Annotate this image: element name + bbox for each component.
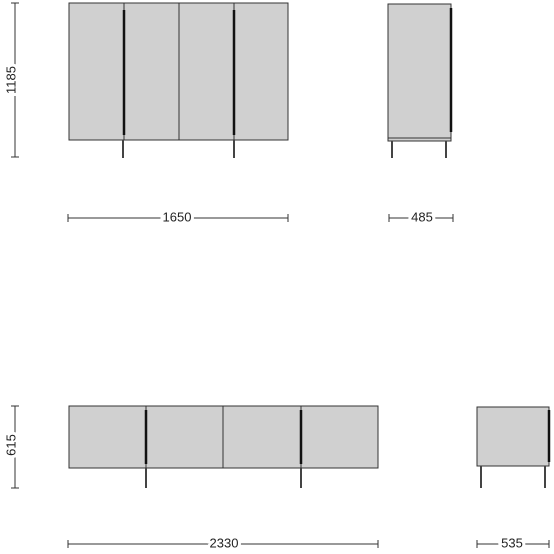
door: [123, 2, 180, 141]
side: [387, 3, 452, 139]
dimension: 485: [388, 206, 454, 227]
low-front-view: [68, 405, 379, 488]
dimension-label: 2330: [210, 535, 239, 550]
door: [178, 2, 235, 141]
door: [233, 2, 289, 141]
dimension: 1650: [67, 206, 289, 227]
door: [68, 405, 147, 469]
dimension: 2330: [67, 532, 379, 553]
side: [476, 406, 550, 467]
dimension-label: 1650: [163, 209, 192, 224]
dimension: 535: [476, 532, 550, 553]
base: [387, 137, 452, 142]
door: [145, 405, 224, 469]
door: [300, 405, 379, 469]
dimension: 1185: [0, 2, 21, 158]
low-side-view: [476, 406, 551, 488]
dimension-label: 535: [501, 535, 523, 550]
dimension: 615: [0, 405, 21, 489]
tall-front-view: [68, 2, 289, 158]
dimension-label: 1185: [3, 66, 18, 94]
dimension-label: 485: [411, 209, 433, 224]
dimension-label: 615: [3, 434, 18, 456]
tall-side-view: [387, 3, 453, 158]
door: [68, 2, 125, 141]
door: [222, 405, 302, 469]
